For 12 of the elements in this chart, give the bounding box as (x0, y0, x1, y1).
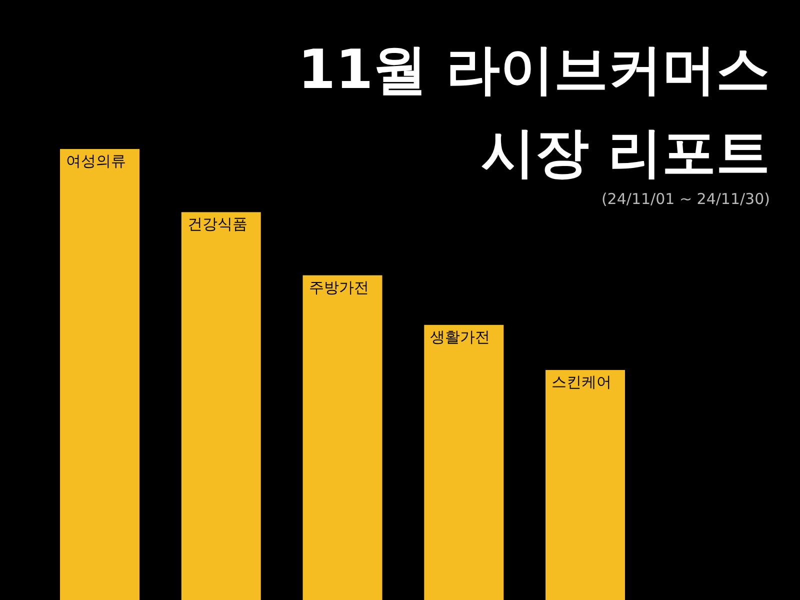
bar (424, 324, 504, 600)
bar (546, 370, 625, 600)
bar (181, 212, 261, 600)
chart-title: 11월 라이브커머스 시장 리포트 (298, 38, 770, 184)
x-tick-label: 생활가전 (430, 328, 490, 346)
text: (24/11/01 ~ 24/11/30) (601, 190, 770, 208)
x-tick-label: 주방가전 (308, 278, 369, 296)
x-tick-label: 건강식품 (187, 215, 248, 234)
bar (302, 275, 382, 600)
bar (60, 149, 140, 600)
x-tick-label: 여성의류 (66, 152, 126, 170)
x-tick-label: 스킨케어 (552, 372, 612, 391)
